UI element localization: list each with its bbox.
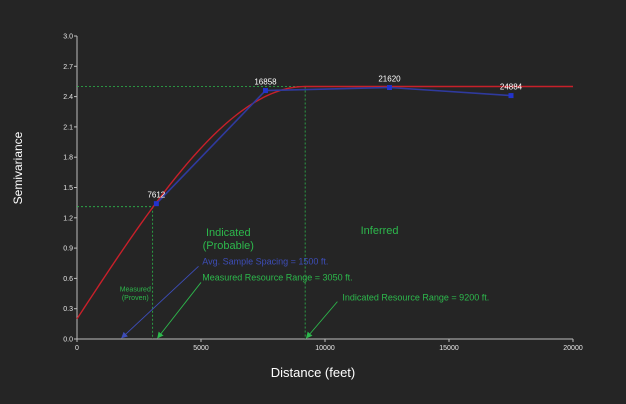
- y-tick-label: 2.7: [63, 64, 73, 71]
- annotation-text: Measured Resource Range = 3050 ft.: [202, 272, 352, 282]
- zone-label: Indicated (Probable): [203, 227, 254, 252]
- y-tick-label: 1.5: [63, 185, 73, 192]
- zone-label-line: Measured: [120, 287, 151, 294]
- zone-label: Inferred: [361, 225, 399, 237]
- zone-label-line: (Proven): [122, 295, 149, 302]
- annotation-arrow: [157, 282, 202, 339]
- annotation-text: Avg. Sample Spacing = 1500 ft.: [202, 256, 328, 266]
- zone-label: Measured (Proven): [120, 287, 151, 302]
- point-pair-count-label: 7612: [147, 191, 165, 200]
- annotation-text: Indicated Resource Range = 9200 ft.: [342, 293, 489, 303]
- y-tick-label: 1.8: [63, 155, 73, 162]
- experimental-point: [386, 85, 392, 91]
- y-axis-title: Semivariance: [11, 131, 25, 204]
- point-pair-count-label: 21620: [378, 75, 401, 84]
- y-tick-label: 0.3: [63, 306, 73, 313]
- x-tick-label: 10000: [315, 345, 335, 352]
- y-tick-label: 2.1: [63, 124, 73, 131]
- annotation-arrow: [121, 265, 199, 339]
- reference-lines: [77, 86, 306, 339]
- zone-label-line: (Probable): [203, 240, 254, 252]
- y-tick-label: 1.2: [63, 215, 73, 222]
- y-tick-label: 3.0: [63, 34, 73, 41]
- x-tick-label: 5000: [193, 345, 209, 352]
- annotations: Measured (Proven) Indicated (Probable) Infer…: [120, 225, 489, 339]
- x-tick-label: 20000: [563, 345, 583, 352]
- point-pair-count-label: 24884: [500, 83, 523, 92]
- experimental-point: [262, 88, 268, 94]
- point-pair-count-label: 16858: [254, 78, 277, 87]
- y-tick-label: 0.6: [63, 276, 73, 283]
- zone-label-line: Indicated: [206, 227, 251, 239]
- x-axis-title: Distance (feet): [271, 365, 356, 380]
- zone-label-line: Inferred: [361, 225, 399, 237]
- experimental-point: [508, 93, 514, 99]
- model-variogram-curve: [76, 85, 573, 320]
- x-tick-label: 0: [75, 345, 79, 352]
- experimental-point: [153, 201, 159, 207]
- annotation-arrow: [305, 301, 338, 339]
- y-tick-label: 0.9: [63, 246, 73, 253]
- y-tick-label: 0.0: [63, 337, 73, 344]
- y-tick-label: 2.4: [63, 94, 73, 101]
- experimental-variogram-line: [155, 86, 512, 205]
- axes: 0.0 0.3 0.6 0.9 1.2 1.5 1.8 2.1 2.4 2.7 3.0 0 5000 10…: [63, 34, 583, 353]
- series: 7612 16858 21620 24884: [76, 75, 573, 320]
- x-tick-label: 15000: [439, 345, 459, 352]
